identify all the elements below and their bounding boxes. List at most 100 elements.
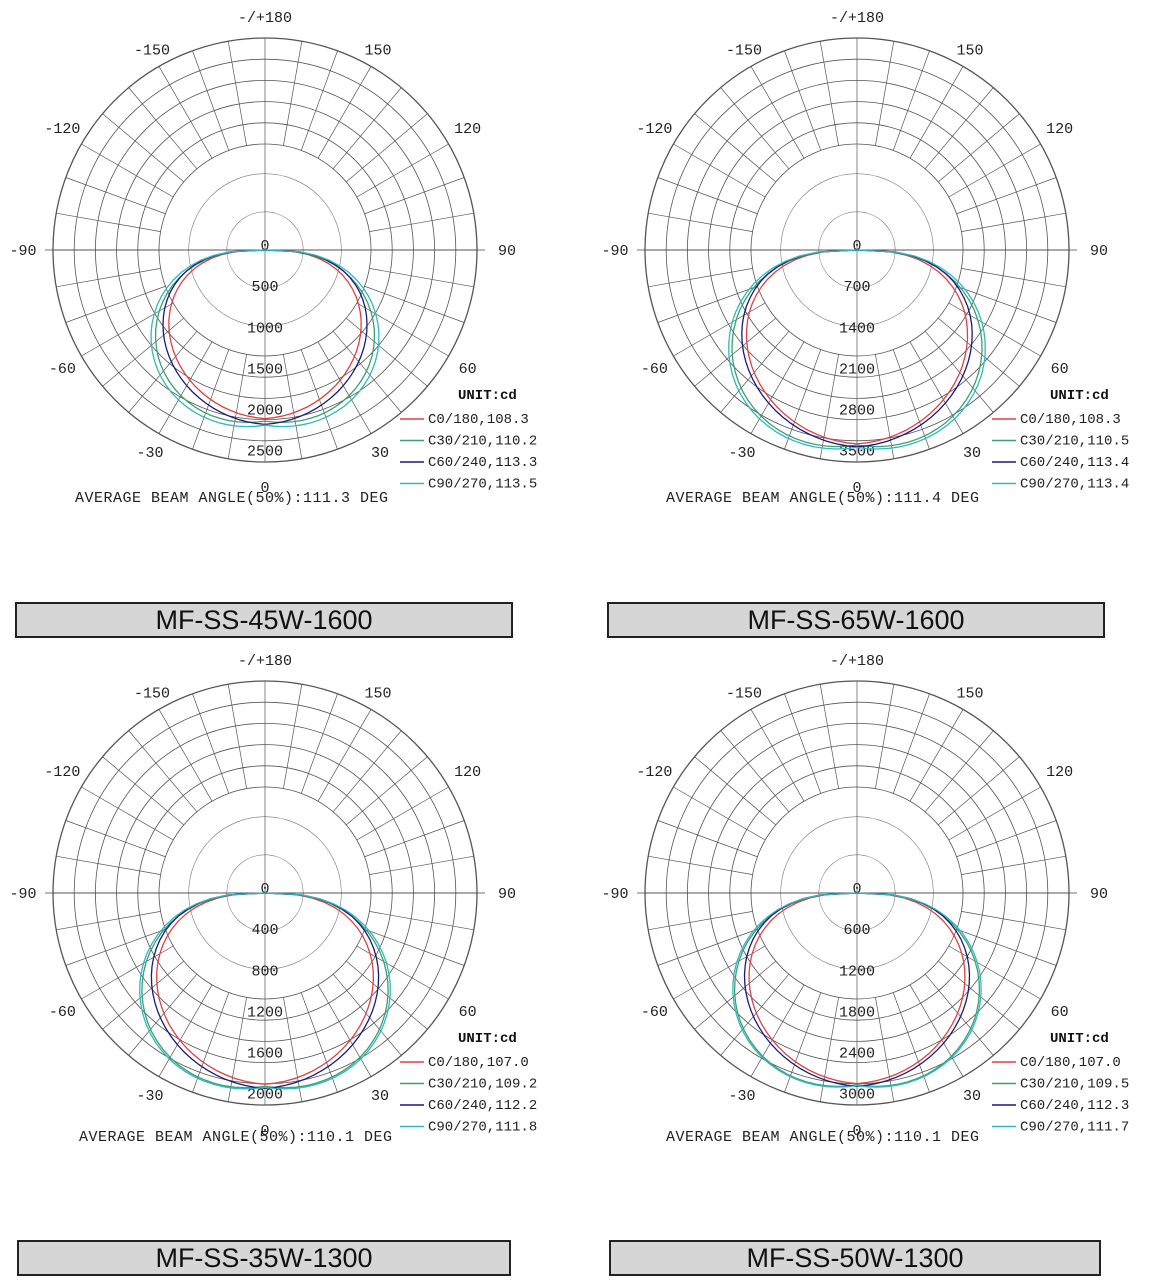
grid-spoke [56, 911, 161, 931]
angle-label: -150 [134, 42, 170, 59]
legend-entry: C60/240,112.2 [428, 1098, 537, 1114]
model-label-box: MF-SS-45W-1600 [15, 602, 513, 638]
grid-spoke [956, 285, 1057, 323]
intensity-curve [731, 249, 983, 448]
grid-spoke [648, 268, 753, 288]
radial-tick-label: 1200 [247, 1004, 283, 1021]
angle-label: 120 [1046, 764, 1073, 781]
angle-label: 30 [371, 445, 389, 462]
grid-spoke [892, 693, 930, 794]
grid-spoke [956, 820, 1057, 858]
grid-spoke [875, 41, 895, 146]
model-label-box: MF-SS-65W-1600 [607, 602, 1105, 638]
grid-spoke [65, 177, 166, 215]
grid-spoke [158, 66, 213, 159]
angle-label: -120 [44, 121, 80, 138]
angle-label: 150 [364, 42, 391, 59]
grid-spoke [720, 87, 790, 170]
average-beam-angle: AVERAGE BEAM ANGLE(50%):110.1 DEG [666, 1129, 980, 1146]
grid-spoke [750, 66, 805, 159]
grid-spoke [948, 945, 1041, 1000]
grid-spoke [937, 317, 1020, 387]
legend-entry: C30/210,109.5 [1020, 1077, 1129, 1093]
grid-spoke [819, 997, 839, 1102]
grid-spoke [81, 302, 174, 357]
grid-spoke [924, 730, 994, 813]
grid-spoke [364, 285, 465, 323]
angle-label: -/+180 [830, 10, 884, 27]
angle-label: 60 [459, 1004, 477, 1021]
angle-label: -120 [44, 764, 80, 781]
grid-spoke [345, 756, 428, 826]
grid-spoke [961, 268, 1066, 288]
grid-spoke [81, 786, 174, 841]
grid-spoke [673, 302, 766, 357]
intensity-curve [728, 249, 986, 450]
grid-spoke [924, 973, 994, 1056]
grid-spoke [673, 143, 766, 198]
grid-spoke [961, 911, 1066, 931]
grid-spoke [369, 911, 474, 931]
angle-label: -30 [136, 1088, 163, 1105]
grid-spoke [694, 317, 777, 387]
grid-spoke [227, 997, 247, 1102]
grid-spoke [937, 756, 1020, 826]
grid-spoke [283, 684, 303, 789]
grid-spoke [81, 945, 174, 1000]
angle-label: -90 [601, 886, 628, 903]
angle-label: -60 [49, 1004, 76, 1021]
intensity-curve [748, 892, 966, 1085]
intensity-curve [168, 249, 362, 420]
polar-chart-35w: -/+180 150 -150 120 -120 90 -90 60 -60 30 -30 0 0 400… [0, 643, 580, 1163]
angle-label: 30 [963, 1088, 981, 1105]
angle-label: -60 [641, 361, 668, 378]
angle-label: -30 [728, 445, 755, 462]
unit-label: UNIT:cd [1050, 388, 1109, 404]
grid-spoke [720, 730, 790, 813]
grid-spoke [227, 354, 247, 459]
radial-tick-label: 1000 [247, 320, 283, 337]
grid-spoke [875, 997, 895, 1102]
grid-spoke [657, 177, 758, 215]
grid-spoke [128, 87, 198, 170]
radial-tick-label: 0 [852, 238, 861, 255]
grid-spoke [364, 177, 465, 215]
angle-label: 30 [371, 1088, 389, 1105]
legend-entry: C90/270,113.4 [1020, 477, 1129, 493]
legend-entry: C60/240,113.3 [428, 455, 537, 471]
grid-spoke [750, 984, 805, 1077]
grid-spoke [657, 285, 758, 323]
grid-spoke [317, 984, 372, 1077]
grid-spoke [192, 992, 230, 1093]
grid-spoke [192, 693, 230, 794]
grid-spoke [283, 41, 303, 146]
radial-tick-label: 0 [260, 238, 269, 255]
radial-tick-label: 1600 [247, 1046, 283, 1063]
radial-tick-label: 0 [852, 881, 861, 898]
unit-label: UNIT:cd [458, 388, 517, 404]
grid-spoke [102, 317, 185, 387]
grid-spoke [657, 820, 758, 858]
angle-label: 90 [1090, 243, 1108, 260]
grid-spoke [345, 113, 428, 183]
angle-label: 0 [852, 480, 861, 497]
intensity-curve [141, 892, 389, 1089]
angle-label: 0 [260, 480, 269, 497]
angle-label: -30 [136, 445, 163, 462]
grid-spoke [283, 997, 303, 1102]
grid-spoke [648, 212, 753, 232]
grid-spoke [65, 285, 166, 323]
grid-spoke [56, 268, 161, 288]
radial-tick-label: 1800 [839, 1004, 875, 1021]
grid-spoke [56, 212, 161, 232]
angle-label: -90 [9, 886, 36, 903]
angle-label: -150 [726, 685, 762, 702]
grid-spoke [819, 41, 839, 146]
polar-grid [637, 680, 1077, 1106]
legend-entry: C60/240,112.3 [1020, 1098, 1129, 1114]
grid-spoke [300, 992, 338, 1093]
angle-label: 150 [956, 685, 983, 702]
grid-spoke [227, 684, 247, 789]
grid-spoke [158, 709, 213, 802]
grid-spoke [909, 709, 964, 802]
